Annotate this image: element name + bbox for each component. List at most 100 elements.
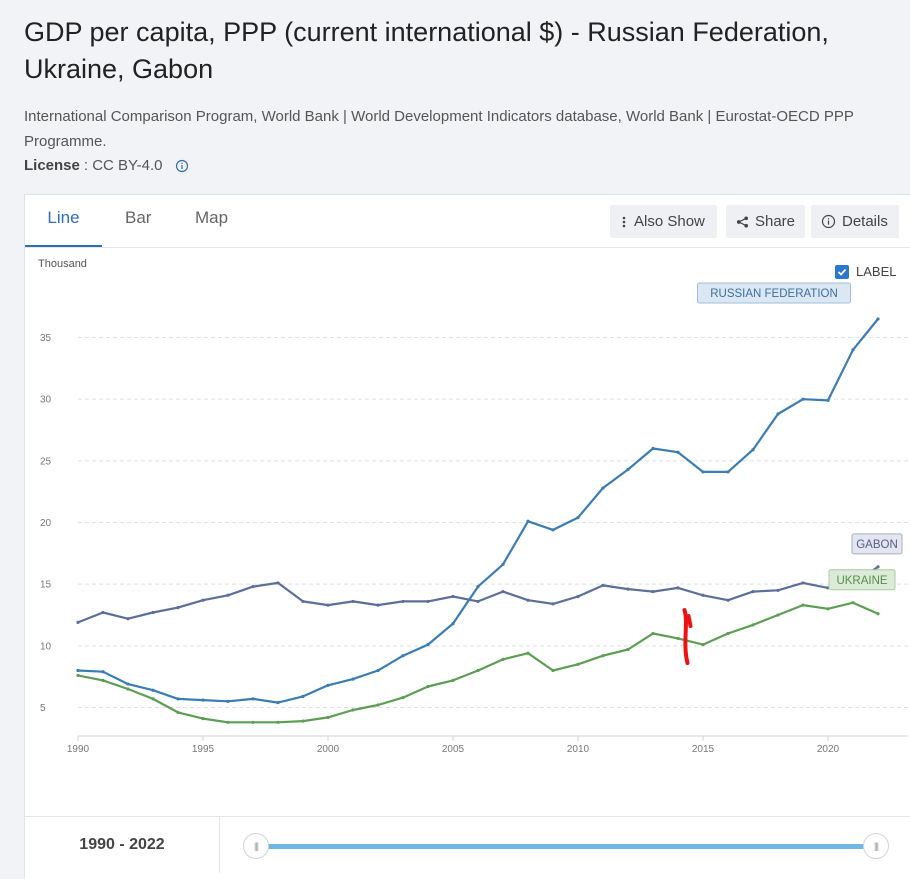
year-range: 1990 - 2022 ||| ||| (25, 816, 910, 879)
license: License : CC BY-4.0 (24, 157, 189, 174)
info-icon[interactable] (175, 159, 189, 173)
data-point-gabon (726, 598, 730, 602)
tab-bar-chart[interactable]: Bar (125, 208, 152, 227)
data-point-ukraine (276, 720, 280, 724)
data-point-russian-federation (526, 519, 530, 523)
data-point-ukraine (426, 684, 430, 689)
tab-line[interactable]: Line (25, 195, 102, 247)
data-point-gabon (201, 598, 205, 602)
chart-area: 5 10 15 20 25 30 35 1990 1995 2000 2005 2010 2015 202… (25, 248, 910, 816)
data-point-gabon (251, 585, 255, 589)
data-point-gabon (701, 593, 705, 597)
series-line-russian-federation (77, 318, 879, 704)
y-tick-label: 15 (40, 580, 52, 591)
data-point-russian-federation (76, 668, 80, 673)
data-point-ukraine (601, 654, 605, 658)
info-icon (821, 214, 836, 229)
data-point-russian-federation (401, 654, 405, 658)
y-tick-label: 30 (40, 395, 52, 406)
data-point-gabon (301, 599, 305, 604)
data-point-russian-federation (376, 668, 380, 673)
also-show-button[interactable]: Also Show (610, 205, 717, 238)
x-tick-label: 1990 (67, 744, 90, 755)
data-point-gabon (326, 603, 330, 607)
data-point-gabon (351, 599, 355, 604)
data-point-russian-federation (251, 697, 255, 701)
data-point-ukraine (376, 703, 380, 707)
data-point-gabon (876, 565, 880, 569)
range-slider-track[interactable] (257, 844, 877, 849)
details-label: Details (842, 213, 888, 230)
data-point-russian-federation (476, 585, 480, 589)
data-point-gabon (601, 583, 605, 587)
label-toggle-text: LABEL (856, 264, 897, 279)
y-tick-label: 35 (40, 333, 52, 344)
data-point-gabon (276, 581, 280, 585)
data-point-ukraine (751, 623, 755, 627)
y-unit-label: Thousand (38, 258, 87, 270)
data-point-ukraine (651, 631, 655, 636)
data-point-russian-federation (276, 700, 280, 705)
data-point-russian-federation (501, 562, 505, 567)
label-toggle[interactable]: LABEL (835, 264, 896, 279)
data-point-gabon (626, 587, 630, 591)
data-point-ukraine (826, 607, 830, 611)
data-point-gabon (376, 603, 380, 607)
series-line-gabon (77, 565, 879, 624)
data-point-ukraine (76, 673, 80, 678)
data-point-ukraine (776, 613, 780, 617)
data-point-russian-federation (301, 694, 305, 698)
data-point-russian-federation (226, 699, 230, 703)
range-end-handle[interactable]: ||| (863, 833, 889, 859)
red-annotation-mark (682, 608, 693, 665)
x-tick-label: 2005 (442, 744, 465, 755)
data-point-russian-federation (426, 643, 430, 647)
data-point-gabon (676, 586, 680, 590)
data-point-ukraine (301, 719, 305, 723)
data-point-gabon (651, 589, 655, 594)
data-point-ukraine (351, 708, 355, 712)
data-point-gabon (401, 599, 405, 604)
data-point-russian-federation (776, 412, 780, 416)
data-point-ukraine (876, 612, 880, 616)
x-tick-label: 2015 (692, 744, 715, 755)
data-point-ukraine (251, 720, 255, 724)
data-point-ukraine (401, 696, 405, 700)
data-point-russian-federation (151, 688, 155, 692)
data-point-ukraine (576, 662, 580, 666)
data-point-gabon (576, 594, 580, 599)
range-start-handle[interactable]: ||| (243, 833, 269, 859)
data-point-ukraine (201, 717, 205, 721)
data-point-ukraine (101, 678, 105, 682)
data-point-gabon (801, 581, 805, 585)
page-title: GDP per capita, PPP (current internation… (24, 17, 829, 84)
data-point-gabon (551, 602, 555, 606)
header: GDP per capita, PPP (current internation… (24, 14, 894, 88)
data-point-russian-federation (626, 467, 630, 472)
data-point-russian-federation (576, 515, 580, 520)
share-button[interactable]: Share (726, 205, 805, 238)
data-point-gabon (176, 606, 180, 610)
data-point-ukraine (726, 631, 730, 636)
data-point-gabon (76, 620, 80, 624)
series-line-ukraine (77, 601, 879, 724)
data-point-gabon (126, 617, 130, 621)
data-point-ukraine (476, 668, 480, 673)
data-point-russian-federation (651, 446, 655, 451)
data-point-ukraine (126, 687, 130, 691)
data-point-gabon (526, 598, 530, 602)
data-point-russian-federation (801, 397, 805, 401)
series-label-russian-federation: RUSSIAN FEDERATION (710, 288, 838, 300)
year-range-text: 1990 - 2022 (25, 817, 220, 873)
series-label-box-ukraine (828, 569, 896, 591)
data-point-gabon (751, 589, 755, 594)
tab-map[interactable]: Map (195, 208, 229, 227)
data-point-ukraine (451, 678, 455, 682)
x-tick-label: 1995 (192, 744, 215, 755)
checkbox-checked-icon[interactable] (835, 264, 849, 279)
data-point-gabon (101, 610, 105, 615)
series-label-box-gabon (851, 533, 903, 555)
details-button[interactable]: Details (811, 205, 899, 238)
data-point-ukraine (226, 720, 230, 724)
data-point-gabon (776, 588, 780, 592)
